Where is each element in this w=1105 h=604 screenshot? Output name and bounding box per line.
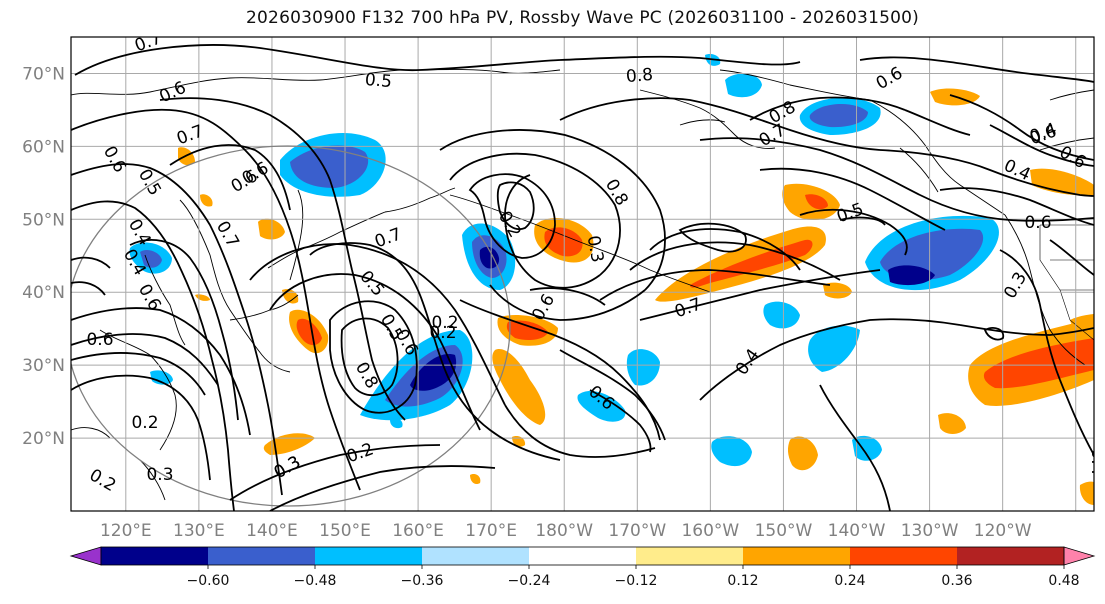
colorbar-segment: [101, 547, 209, 565]
negative-anomaly: [280, 132, 386, 197]
longitude-label: 170°W: [608, 521, 666, 541]
latitude-labels: 70°N 60°N 50°N 40°N 30°N 20°N: [22, 64, 65, 449]
longitude-label: 130°E: [173, 521, 225, 541]
negative-anomaly: [462, 223, 516, 290]
contour-label: 0.2: [431, 313, 458, 333]
contour-label: 0.5: [364, 70, 393, 92]
region-circle: [71, 145, 511, 507]
contour-label: 0.2: [429, 323, 456, 343]
pv-contours: [71, 44, 1094, 511]
colorbar-extend-max: [1063, 546, 1096, 566]
longitude-label: 140°E: [246, 521, 298, 541]
colorbar-tick-label: −0.48: [294, 573, 337, 589]
longitude-label: 160°E: [392, 521, 444, 541]
colorbar-segment: [529, 547, 637, 565]
negative-anomaly: [129, 54, 882, 467]
colorbar-tick-label: −0.24: [508, 573, 551, 589]
colorbar-segment: [850, 547, 958, 565]
contour-label: 0.3: [583, 234, 607, 264]
colorbar-tick-label: −0.60: [187, 573, 230, 589]
colorbar-tick-label: −0.36: [401, 573, 444, 589]
colorbar-segment: [743, 547, 851, 565]
longitude-label: 120°W: [974, 521, 1032, 541]
longitude-label: 120°E: [100, 521, 152, 541]
contour-label: 0.3: [146, 465, 173, 485]
longitude-label: 150°E: [319, 521, 371, 541]
longitude-label: 150°W: [755, 521, 813, 541]
contour-label: 0.6: [86, 330, 113, 350]
latitude-label: 70°N: [22, 64, 65, 84]
latitude-label: 60°N: [22, 137, 65, 157]
latitude-label: 20°N: [22, 429, 65, 449]
colorbar-tick-label: −0.12: [615, 573, 658, 589]
contour-label: 0.2: [131, 413, 158, 433]
colorbar-segment: [315, 547, 423, 565]
colorbar-tick-label: 0.36: [941, 573, 972, 589]
colorbar-segment: [422, 547, 530, 565]
contour-label: 0.6: [1024, 213, 1051, 233]
longitude-label: 160°W: [681, 521, 739, 541]
colorbar-tick-label: 0.48: [1048, 573, 1079, 589]
latitude-label: 50°N: [22, 210, 65, 230]
positive-anomaly: [178, 88, 1094, 505]
latitude-label: 30°N: [22, 356, 65, 376]
negative-anomaly: [865, 215, 999, 291]
longitude-label: 180°W: [535, 521, 593, 541]
colorbar-segment: [208, 547, 316, 565]
contour-label: 0.4: [1087, 448, 1105, 475]
colorbar: −0.60 −0.48 −0.36 −0.24 −0.12 0.12 0.24 0.36 0.4…: [69, 546, 1096, 589]
colorbar-frame: [100, 546, 1065, 566]
longitude-label: 170°E: [465, 521, 517, 541]
colorbar-extend-min: [69, 546, 102, 566]
map-frame: [70, 36, 1095, 512]
map-title: 2026030900 F132 700 hPa PV, Rossby Wave …: [246, 8, 919, 28]
longitude-label: 140°W: [828, 521, 886, 541]
longitude-label: 130°W: [901, 521, 959, 541]
contour-label: 0.8: [625, 65, 654, 87]
negative-anomaly: [799, 97, 881, 135]
political-borders: [1039, 224, 1094, 341]
map-area: 0.70.6 0.5 0.80.80.7 0.60.4 0.60.60.40.50.40…: [71, 37, 1105, 511]
latitude-label: 40°N: [22, 283, 65, 303]
colorbar-tick-label: 0.12: [727, 573, 758, 589]
colorbar-segment: [636, 547, 744, 565]
colorbar-segment: [957, 547, 1065, 565]
longitude-labels: 120°E 130°E 140°E 150°E 160°E 170°E 180°W 170°W…: [100, 521, 1032, 541]
colorbar-tick-label: 0.24: [834, 573, 865, 589]
